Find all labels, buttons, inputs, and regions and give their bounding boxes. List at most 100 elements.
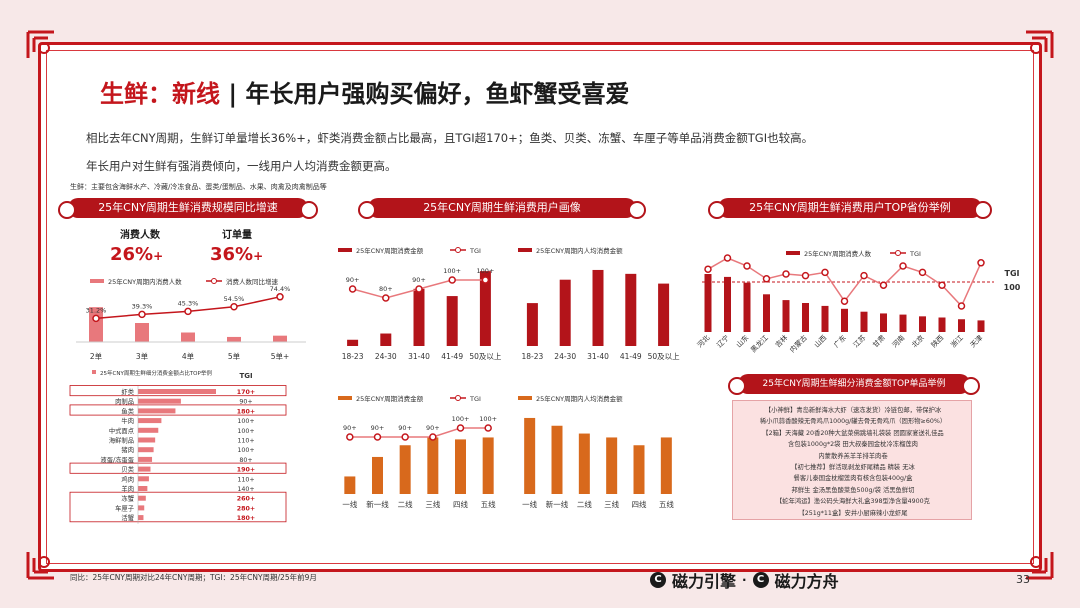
bar	[743, 282, 751, 332]
legend-label: 25年CNY周期内人均消费金额	[536, 246, 623, 255]
brand-dot: ·	[742, 573, 747, 587]
bar	[138, 447, 154, 453]
corner-ornament-icon	[24, 536, 70, 582]
line-point	[977, 259, 985, 267]
title-prefix: 生鲜：新线	[100, 80, 220, 108]
order-count-chart: 25年CNY周期内消费人数 消费人数同比增速 2单 3单 4单 5单 5单+ 31.2% 39.…	[76, 277, 306, 361]
line-series	[349, 427, 489, 438]
legend-swatch	[92, 370, 96, 374]
y-tick-label: 羊肉	[121, 484, 134, 493]
legend-swatch-bar	[786, 251, 800, 255]
legend-label: 消费人数同比增速	[226, 277, 279, 286]
x-tick-label: 四线	[453, 499, 468, 509]
top-item: 【蛇年鸿运】渔公码头海鲜大礼盒398型净含量4900克	[776, 498, 930, 506]
line-point	[743, 262, 751, 270]
bar	[135, 323, 149, 342]
bar	[479, 271, 491, 346]
line-point	[704, 265, 712, 273]
bar	[138, 427, 159, 433]
line-point	[762, 275, 771, 283]
bar	[138, 437, 156, 443]
x-tick-label: 31-40	[587, 352, 609, 361]
y-tick-label: 鱼类	[121, 406, 134, 415]
x-tick-label: 广东	[832, 333, 848, 349]
bar	[344, 476, 356, 494]
bar	[559, 279, 571, 346]
y-tick-label: 冻蟹	[121, 494, 134, 503]
x-tick-label: 2单	[90, 351, 103, 361]
line-point	[918, 268, 927, 277]
tgi-category-chart: 25年CNY周期生鲜细分消费金额占比TOP举例 TGI 虾类 170+ 肉制品 90+ 鱼类…	[69, 369, 287, 524]
x-tick-label: 吉林	[773, 333, 789, 349]
x-tick-label: 3单	[136, 351, 149, 361]
tgi-value: 180+	[237, 515, 255, 522]
tgi-value: 190+	[237, 467, 255, 474]
bar	[273, 335, 287, 342]
kpi-plus: +	[153, 249, 164, 263]
kpi-value-users: 26%+	[110, 244, 163, 265]
tgi-value: 80+	[239, 457, 252, 464]
line-point	[138, 310, 146, 319]
data-label: 100+	[452, 415, 470, 423]
corner-ornament-icon	[1010, 28, 1056, 74]
tgi-value: 180+	[237, 408, 255, 415]
bar	[899, 314, 907, 332]
bar	[724, 276, 731, 332]
data-label: 90+	[346, 276, 360, 284]
x-tick-label: 五线	[659, 499, 674, 509]
category-note: 生鲜：主要包含海鲜水产、冷藏/冷冻食品、蛋类/蛋制品、水果、肉禽及肉禽制品等	[70, 183, 327, 191]
line-point	[415, 285, 423, 293]
legend-swatch-bar	[338, 396, 352, 400]
x-tick-label: 三线	[425, 499, 440, 509]
data-label: 90+	[398, 424, 412, 432]
top-item: 【小神鲜】青岛新鲜海水大虾（速冻发货）冷链包邮，带保护冰	[764, 407, 942, 414]
line-point	[456, 424, 465, 432]
legend-label: 25年CNY周期消费金额	[356, 394, 424, 403]
highlight-box	[69, 491, 287, 523]
legend-label: 25年CNY周期内消费人数	[108, 277, 182, 286]
x-tick-label: 18-23	[342, 352, 364, 361]
data-label: 100+	[443, 267, 461, 275]
bar	[181, 332, 195, 342]
panel2-banner: 25年CNY周期生鲜消费用户画像	[358, 198, 646, 219]
bar	[860, 311, 868, 332]
tgi-value: 100+	[237, 418, 254, 425]
line-point	[957, 302, 966, 310]
y-tick-label: 猪肉	[121, 445, 134, 454]
top-item: 含包装1000g*2袋 田大叔秦园金枕冷冻榴莲肉	[788, 441, 918, 449]
y-tick-label: 贝类	[121, 465, 134, 474]
bar	[606, 437, 618, 494]
tgi-value: 140+	[237, 486, 254, 493]
tgi-value: 100+	[237, 428, 254, 435]
line-point	[484, 424, 492, 432]
tgi-value: 280+	[237, 505, 255, 512]
bar	[482, 437, 494, 494]
bar	[227, 336, 241, 342]
bar	[138, 389, 216, 394]
x-tick-label: 山东	[734, 333, 750, 349]
corner-ornament-icon	[24, 28, 70, 74]
y-tick-label: 车厘子	[115, 503, 134, 512]
y-tick-label: 中式面点	[109, 426, 134, 435]
kpi-label-users: 消费人数	[120, 230, 160, 241]
slide-inner-border	[46, 50, 1034, 564]
x-tick-label: 5单	[228, 351, 241, 361]
bar	[633, 445, 645, 494]
kpi-label-orders: 订单量	[222, 230, 252, 241]
legend-label: 25年CNY周期内人均消费金额	[536, 394, 623, 403]
brand-right: 磁力方舟	[774, 572, 839, 591]
x-tick-label: 一线	[342, 499, 357, 509]
page-number: 33	[1016, 573, 1030, 586]
x-tick-label: 一线	[522, 499, 537, 509]
x-tick-label: 新一线	[366, 499, 389, 509]
line-point	[723, 254, 732, 262]
line-point	[481, 276, 490, 284]
top-items-list: 【小神鲜】青岛新鲜海水大虾（速冻发货）冷链包邮，带保护冰 稀小爪蒜香酸辣无骨鸡爪1…	[732, 400, 972, 520]
tgi-value: 100+	[237, 447, 254, 454]
data-label: 39.3%	[132, 302, 153, 310]
top-item: 【2箱】天海藏 20香20种大盆菜佛跳墙礼袋装 团圆家宴送礼佳品	[762, 429, 944, 437]
brand-logos: C 磁力引擎 · C 磁力方舟	[650, 568, 839, 592]
line-point	[230, 303, 238, 311]
items-banner: 25年CNY周期生鲜细分消费金额TOP单品举例	[728, 374, 980, 395]
x-tick-label: 18-23	[522, 352, 544, 361]
